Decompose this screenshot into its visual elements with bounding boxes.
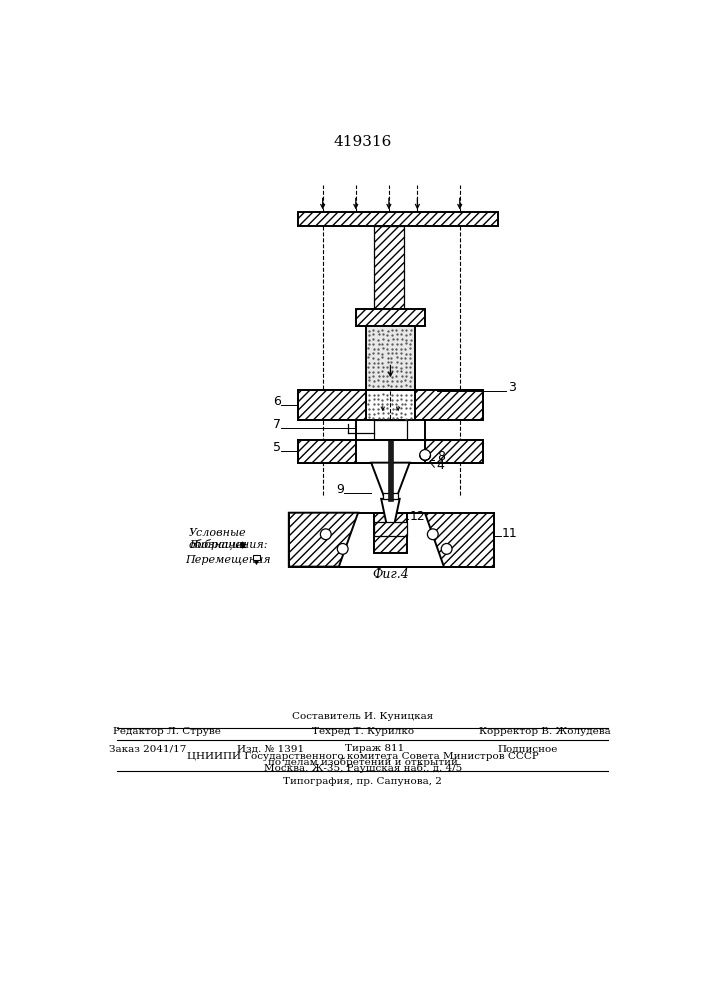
- Text: 6: 6: [273, 395, 281, 408]
- Circle shape: [337, 544, 348, 554]
- Text: 7: 7: [273, 418, 281, 431]
- Bar: [298, 390, 366, 420]
- Polygon shape: [425, 513, 494, 567]
- Bar: [356, 440, 425, 463]
- Text: Условные
обозначения:: Условные обозначения:: [189, 528, 268, 550]
- Bar: [366, 326, 415, 389]
- Text: 12: 12: [409, 510, 426, 523]
- Bar: [373, 513, 407, 553]
- Text: 5: 5: [273, 441, 281, 454]
- Text: Изд. № 1391: Изд. № 1391: [237, 744, 304, 753]
- Text: Корректор В. Жолудева: Корректор В. Жолудева: [479, 727, 610, 736]
- Text: Вибрации: Вибрации: [189, 539, 247, 550]
- Bar: [425, 440, 483, 463]
- Text: 11: 11: [502, 527, 518, 540]
- Text: по делам изобретений и открытий: по делам изобретений и открытий: [268, 758, 457, 767]
- Text: 419316: 419316: [334, 135, 392, 149]
- Text: Фиг.4: Фиг.4: [372, 568, 409, 581]
- Bar: [356, 420, 425, 440]
- Bar: [415, 390, 483, 420]
- Circle shape: [428, 529, 438, 540]
- Text: Москва, Ж-35, Раушская наб., д. 4/5: Москва, Ж-35, Раушская наб., д. 4/5: [264, 764, 462, 773]
- Bar: [388, 440, 393, 501]
- Polygon shape: [288, 513, 358, 567]
- Circle shape: [441, 544, 452, 554]
- Circle shape: [320, 529, 331, 540]
- Text: Перемещения: Перемещения: [185, 555, 271, 565]
- Text: 3: 3: [508, 381, 516, 394]
- Bar: [373, 226, 404, 309]
- Bar: [298, 212, 498, 226]
- Polygon shape: [371, 463, 409, 497]
- Bar: [253, 555, 259, 560]
- Bar: [373, 522, 407, 536]
- Text: Составитель И. Куницкая: Составитель И. Куницкая: [292, 712, 433, 721]
- Bar: [373, 420, 407, 440]
- Polygon shape: [381, 499, 399, 524]
- Text: Редактор Л. Струве: Редактор Л. Струве: [113, 727, 221, 736]
- Text: Заказ 2041/17: Заказ 2041/17: [109, 744, 187, 753]
- Text: 4: 4: [437, 459, 445, 472]
- Text: 8: 8: [437, 450, 445, 463]
- Bar: [382, 493, 398, 499]
- Bar: [356, 309, 425, 326]
- Text: Тираж 811: Тираж 811: [346, 744, 404, 753]
- Text: Подписное: Подписное: [497, 744, 558, 753]
- Text: 9: 9: [337, 483, 344, 496]
- Text: Типография, пр. Сапунова, 2: Типография, пр. Сапунова, 2: [284, 777, 442, 786]
- Text: Техред Т. Курилко: Техред Т. Курилко: [312, 727, 414, 736]
- Circle shape: [420, 450, 431, 460]
- Text: ЦНИИПИ Государственного комитета Совета Министров СССР: ЦНИИПИ Государственного комитета Совета …: [187, 752, 539, 761]
- Bar: [298, 440, 356, 463]
